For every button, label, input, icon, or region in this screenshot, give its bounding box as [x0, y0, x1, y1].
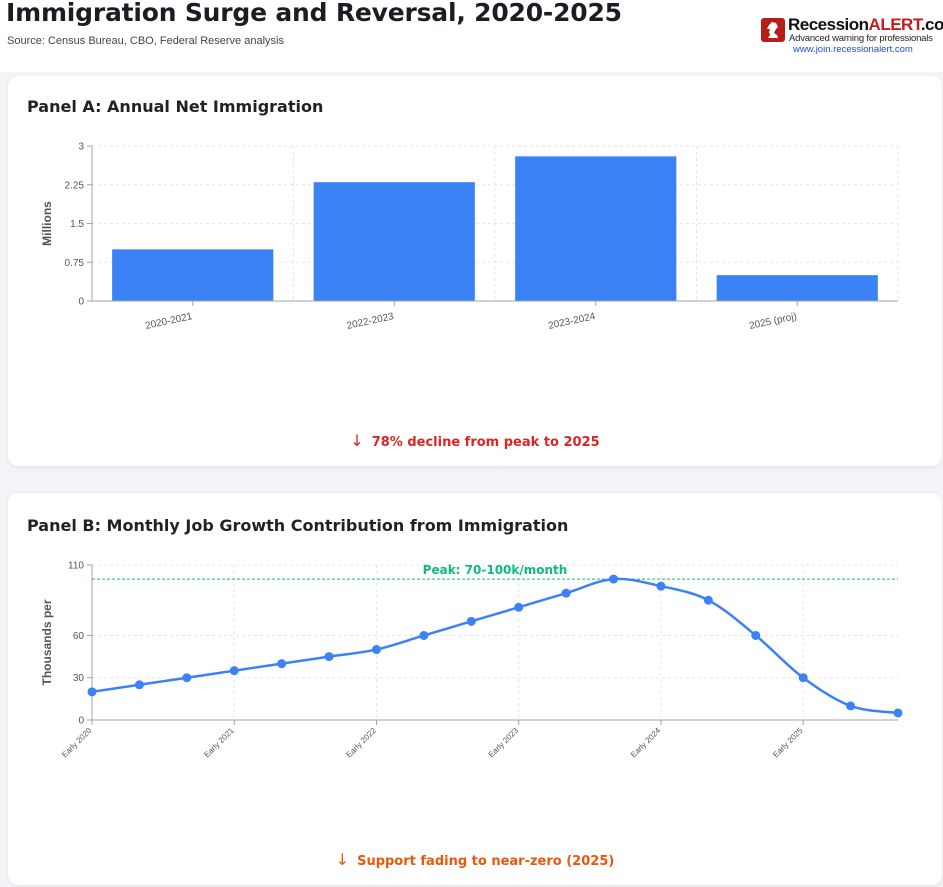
x-tick-label: 2020-2021	[144, 311, 193, 332]
x-tick-label: Early 2025	[771, 726, 805, 760]
panel-a-chart: 0 0.75 1.5 2.25 3 2020-2021 2022-2023 2023-2024…	[40, 142, 899, 332]
x-tick-label: 2025 (proj)	[748, 311, 798, 332]
x-tick-label: Early 2023	[487, 726, 521, 760]
arrow-down-icon: ↓	[335, 850, 350, 869]
logo-name-a: Recession	[788, 15, 869, 34]
y-axis-label: Millions	[40, 201, 54, 246]
data-point	[609, 574, 619, 584]
logo-tagline: Advanced warning for professionals	[789, 33, 933, 44]
source-note: Source: Census Bureau, CBO, Federal Rese…	[7, 35, 284, 47]
panel-b-chart: 0 30 60 110 Early 2020 Early 2021 Early 2022 Ea…	[40, 561, 903, 760]
x-tick-label: 2022-2023	[346, 311, 395, 332]
y-tick-label: 110	[68, 561, 84, 572]
x-tick-label: 2023-2024	[547, 311, 596, 332]
data-point	[751, 630, 761, 640]
data-point	[893, 708, 903, 718]
y-tick-label: 60	[73, 631, 85, 642]
data-point	[134, 680, 144, 690]
x-tick-label: Early 2024	[629, 726, 663, 760]
bar	[112, 249, 274, 301]
logo-name-c: .com	[920, 15, 943, 34]
panel-a-note: ↓ 78% decline from peak to 2025	[8, 431, 942, 450]
data-point	[514, 602, 524, 612]
data-point	[371, 645, 381, 655]
data-point	[277, 659, 287, 669]
data-point	[229, 666, 239, 676]
bar	[313, 182, 475, 301]
y-tick-label: 0.75	[65, 258, 85, 269]
y-tick-label: 2.25	[65, 180, 85, 191]
data-point	[656, 581, 666, 591]
x-tick-label: Early 2022	[344, 726, 378, 760]
data-point	[466, 616, 476, 626]
panel-a-title: Panel A: Annual Net Immigration	[27, 97, 324, 116]
panel-b-title: Panel B: Monthly Job Growth Contribution…	[27, 516, 569, 535]
knight-icon	[761, 18, 785, 42]
bar	[716, 275, 878, 301]
logo-url-link[interactable]: www.join.recessionalert.com	[793, 44, 913, 55]
bar	[515, 156, 677, 301]
peak-reference-label: Peak: 70-100k/month	[423, 563, 568, 577]
page-title: Immigration Surge and Reversal, 2020-202…	[6, 0, 622, 27]
header: Immigration Surge and Reversal, 2020-202…	[0, 0, 943, 72]
y-axis-label: Thousands per	[40, 599, 54, 685]
data-point	[87, 687, 97, 697]
panel-b-note-text: Support fading to near-zero (2025)	[357, 854, 615, 869]
data-point	[703, 595, 713, 605]
data-point	[798, 673, 808, 683]
panel-b-note: ↓ Support fading to near-zero (2025)	[8, 850, 942, 869]
series-line	[91, 577, 899, 715]
data-point	[561, 588, 571, 598]
y-tick-label: 3	[78, 142, 84, 153]
arrow-down-icon: ↓	[350, 431, 364, 450]
data-point	[324, 652, 334, 662]
data-point	[846, 701, 856, 711]
y-tick-label: 0	[78, 716, 84, 727]
panel-a-note-text: 78% decline from peak to 2025	[371, 435, 600, 450]
panel-b-card: Panel B: Monthly Job Growth Contribution…	[8, 493, 942, 885]
logo-name: RecessionALERT.com	[788, 15, 943, 35]
y-tick-label: 30	[73, 673, 85, 684]
y-tick-label: 1.5	[70, 219, 84, 230]
data-point	[419, 630, 429, 640]
data-point	[182, 673, 192, 683]
x-tick-label: Early 2021	[202, 726, 236, 760]
panel-a-card: Panel A: Annual Net Immigration 0 0.75 1.5…	[8, 76, 942, 466]
recessionalert-logo[interactable]: RecessionALERT.com Advanced warning for …	[761, 14, 943, 58]
logo-name-b: ALERT	[868, 15, 922, 34]
x-tick-label: Early 2020	[60, 726, 94, 760]
y-tick-label: 0	[78, 297, 84, 308]
